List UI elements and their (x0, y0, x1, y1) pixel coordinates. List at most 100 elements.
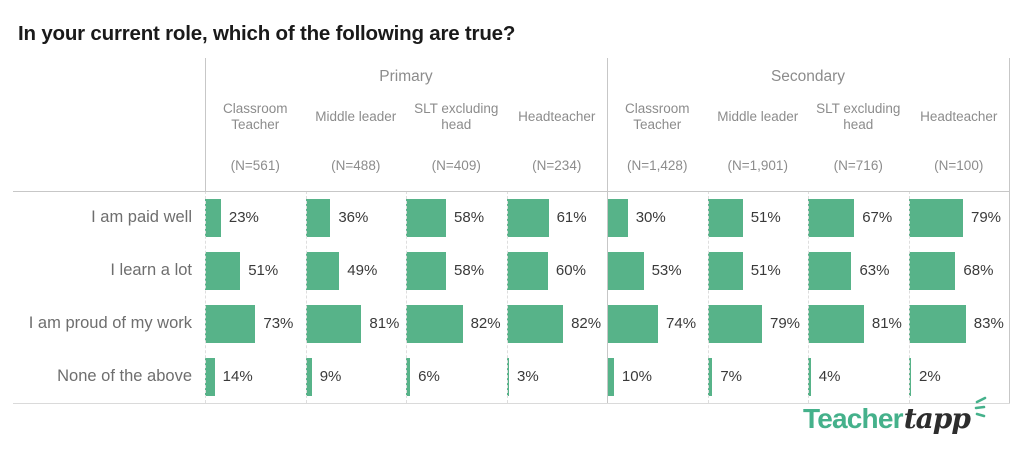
bar-cell: 30% (607, 191, 708, 244)
row-label: I am paid well (91, 208, 192, 226)
bar (707, 304, 762, 343)
bar (808, 357, 811, 396)
column-label: Middle leader (717, 108, 799, 124)
bar-value-label: 83% (973, 315, 1004, 332)
n-label: (N=100) (934, 157, 984, 173)
bar-value-label: 3% (517, 368, 539, 385)
row-label: None of the above (57, 367, 192, 385)
bar (607, 304, 659, 343)
bar-value-label: 60% (555, 262, 586, 279)
bar (406, 198, 447, 237)
bar-value-label: 63% (859, 262, 890, 279)
chart-bottom-line (13, 403, 1010, 404)
bar-cell: 83% (908, 297, 1010, 350)
bar (607, 251, 644, 290)
bar-cell: 63% (808, 244, 909, 297)
bar (406, 304, 463, 343)
bar-cell: 51% (205, 244, 306, 297)
bar (506, 198, 549, 237)
bar-cell: 79% (908, 191, 1010, 244)
table-row: I am proud of my work 73% 81% 82% 82% 74% 79% 8… (13, 297, 1010, 350)
bar (205, 198, 221, 237)
column-separator-line (205, 58, 206, 191)
bar (908, 251, 956, 290)
header-separator-line (13, 191, 1010, 192)
bar-cell: 3% (506, 350, 608, 403)
bar-value-label: 53% (651, 262, 682, 279)
bar-cell: 61% (506, 191, 608, 244)
header-spacer (13, 139, 205, 191)
bar (607, 198, 628, 237)
column-label: Classroom Teacher (222, 100, 288, 132)
column-separator-line (205, 191, 206, 403)
column-label: Classroom Teacher (624, 100, 690, 132)
bar-value-label: 6% (418, 368, 440, 385)
bar-cell: 82% (506, 297, 608, 350)
bar-value-label: 81% (871, 315, 902, 332)
table-row: I learn a lot 51% 49% 58% 60% 53% 51% 63% 68% (13, 244, 1010, 297)
bar-value-label: 49% (347, 262, 378, 279)
bar-value-label: 4% (818, 368, 841, 385)
n-label: (N=1,428) (627, 157, 688, 173)
column-separator-line (305, 191, 307, 403)
bar-cell: 10% (607, 350, 708, 403)
table-row: I am paid well 23% 36% 58% 61% 30% 51% 67% 79% (13, 191, 1010, 244)
bar (808, 198, 855, 237)
sparkle-icon (974, 396, 987, 418)
bar-value-label: 82% (470, 315, 501, 332)
bar-cell: 6% (406, 350, 507, 403)
bar-value-label: 67% (862, 209, 893, 226)
bar-cell: 2% (908, 350, 1010, 403)
column-header-row: Classroom Teacher Middle leader SLT exclud… (13, 95, 1010, 139)
bar (205, 251, 241, 290)
group-header-row: Primary Secondary (13, 58, 1010, 95)
bar-value-label: 81% (369, 315, 400, 332)
bar-value-label: 74% (666, 315, 697, 332)
bar (908, 304, 966, 343)
row-label: I learn a lot (110, 261, 192, 279)
bar-value-label: 30% (635, 209, 666, 226)
n-label: (N=488) (331, 157, 381, 173)
bar (506, 251, 548, 290)
column-label: SLT excluding head (816, 100, 901, 132)
bar-value-label: 68% (963, 262, 994, 279)
group-label-primary: Primary (379, 67, 433, 85)
column-label: Headteacher (518, 108, 596, 124)
n-label: (N=561) (230, 157, 280, 173)
column-label: SLT excluding head (414, 100, 499, 132)
bar-cell: 49% (305, 244, 407, 297)
bar-value-label: 58% (454, 262, 485, 279)
chart-title: In your current role, which of the follo… (18, 22, 516, 45)
bar-cell: 36% (305, 191, 407, 244)
chart-body: I am paid well 23% 36% 58% 61% 30% 51% 67% 79% I … (13, 191, 1010, 403)
logo-tapp-text: tapp (903, 402, 971, 435)
row-label: I am proud of my work (28, 314, 192, 332)
chart-header: Primary Secondary Classroom Teacher Middle … (13, 58, 1010, 191)
bar-value-label: 36% (338, 209, 369, 226)
bar-value-label: 14% (222, 368, 253, 385)
bar-cell: 58% (406, 191, 507, 244)
column-separator-line (808, 191, 809, 403)
bar-value-label: 7% (720, 368, 743, 385)
bar (707, 357, 713, 396)
chart-right-border-line (1009, 58, 1010, 403)
bar-value-label: 51% (248, 262, 279, 279)
n-header-row: (N=561) (N=488) (N=409) (N=234) (N=1,428) (N=… (13, 139, 1010, 191)
bar-cell: 4% (808, 350, 909, 403)
bar-value-label: 10% (621, 368, 652, 385)
table-row: None of the above 14% 9% 6% 3% 10% 7% 4% 2% (13, 350, 1010, 403)
header-spacer (13, 58, 205, 95)
bar-value-label: 2% (919, 368, 941, 385)
bar (908, 357, 911, 396)
bar (406, 357, 411, 396)
bar (305, 304, 362, 343)
bar (707, 251, 743, 290)
bar (506, 357, 509, 396)
bar-cell: 51% (707, 244, 809, 297)
bar-cell: 7% (707, 350, 809, 403)
n-label: (N=234) (532, 157, 582, 173)
bar-cell: 23% (205, 191, 306, 244)
column-separator-line (406, 191, 407, 403)
bar-value-label: 73% (263, 315, 294, 332)
